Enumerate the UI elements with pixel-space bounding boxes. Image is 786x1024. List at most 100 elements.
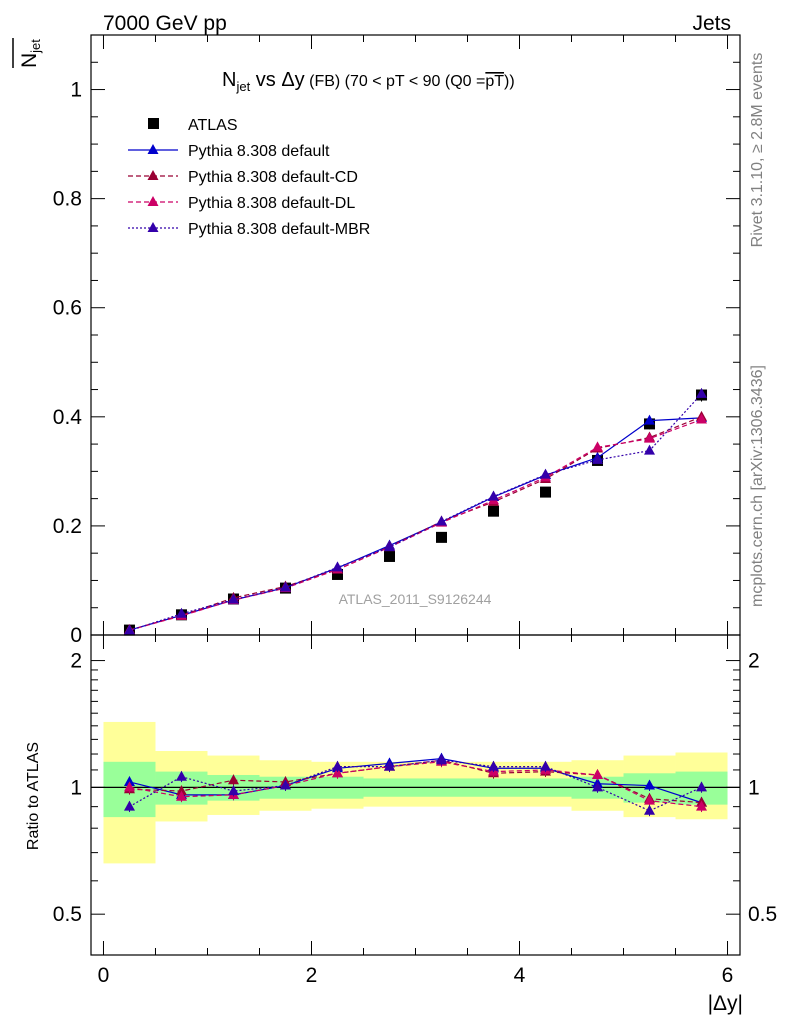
series-marker xyxy=(644,414,656,425)
ratio-marker xyxy=(592,768,604,779)
title-close: )) xyxy=(504,73,515,90)
main-ylabel: Njet xyxy=(12,38,43,68)
title-pt: pT xyxy=(485,73,504,90)
ratio-marker xyxy=(123,775,135,786)
series-line xyxy=(129,418,702,631)
data-point xyxy=(383,550,395,562)
ratio-marker xyxy=(331,767,343,778)
svg-text:Njet: Njet xyxy=(18,39,43,68)
ratio-y-tick-label: 0.5 xyxy=(53,903,82,926)
legend-entry: Pythia 8.308 default-CD xyxy=(128,169,358,186)
legend-marker xyxy=(147,222,159,232)
title-sub: jet xyxy=(235,79,250,94)
series-marker xyxy=(227,593,239,604)
series-marker xyxy=(540,468,552,479)
ratio-y-tick-label-right: 1 xyxy=(748,776,760,799)
data-point xyxy=(436,531,448,543)
ratio-marker xyxy=(436,754,448,765)
title-range: (70 < pT < 90 (Q0 = xyxy=(345,73,486,90)
series-marker xyxy=(279,581,291,592)
series-4 xyxy=(123,387,708,635)
ratio-marker xyxy=(488,760,500,771)
ratio-marker xyxy=(644,804,656,815)
data-point xyxy=(488,505,500,517)
ratio-y-tick-label-right: 0.5 xyxy=(748,903,777,926)
ratio-y-tick-label: 1 xyxy=(70,776,82,799)
header-energy: 7000 GeV pp xyxy=(103,12,227,35)
main-ylabel-n: N xyxy=(18,53,41,68)
ratio-marker xyxy=(123,800,135,811)
title-n: N xyxy=(222,69,236,91)
title-dy: Δy xyxy=(281,69,304,91)
legend-entry: Pythia 8.308 default-MBR xyxy=(128,221,370,238)
main-panel-series xyxy=(123,387,708,636)
mcplots-label: mcplots.cern.ch [arXiv:1306.3436] xyxy=(749,365,766,607)
ratio-marker xyxy=(123,781,135,792)
y-tick-label: 0 xyxy=(70,624,82,647)
ratio-frame xyxy=(90,634,741,956)
ratio-ylabel: Ratio to ATLAS xyxy=(25,742,42,850)
x-tick-label: 4 xyxy=(514,964,526,987)
main-ylabel-sub: jet xyxy=(28,39,43,54)
ratio-marker xyxy=(175,770,187,781)
y-tick-label: 1 xyxy=(70,79,82,102)
ratio-marker xyxy=(227,785,239,796)
axes-frames xyxy=(90,34,741,956)
ratio-line xyxy=(129,759,702,812)
ratio-uncertainty-bands xyxy=(91,721,740,864)
legend-marker xyxy=(147,170,159,180)
x-axis-label: |Δy| xyxy=(708,992,743,1015)
header-category: Jets xyxy=(692,12,731,35)
legend-marker xyxy=(148,118,159,129)
ratio-marker xyxy=(540,760,552,771)
title-fb: (FB) xyxy=(305,73,345,90)
ratio-marker xyxy=(175,785,187,796)
ratio-marker xyxy=(644,779,656,790)
ratio-marker xyxy=(696,781,708,792)
legend-marker xyxy=(147,196,159,206)
ratio-y-tick-label-right: 2 xyxy=(748,650,760,673)
y-tick-label: 0.2 xyxy=(53,515,82,538)
ratio-marker xyxy=(383,760,395,771)
series-marker xyxy=(644,444,656,455)
ratio-marker xyxy=(644,794,656,805)
series-marker xyxy=(592,441,604,452)
axes-ticks: 0 2 4 6 0 0.2 0.4 0.6 0.8 1 0.5 0.5 1 1 2 2 xyxy=(53,34,777,987)
series-line xyxy=(129,416,702,631)
analysis-watermark: ATLAS_2011_S9126244 xyxy=(339,591,492,607)
series-marker xyxy=(488,490,500,501)
legend-label: Pythia 8.308 default-DL xyxy=(188,195,355,212)
x-tick-label: 6 xyxy=(722,964,734,987)
series-marker xyxy=(644,432,656,443)
x-tick-label: 0 xyxy=(98,964,110,987)
legend-marker xyxy=(147,144,159,154)
ratio-marker xyxy=(175,790,187,801)
ratio-marker xyxy=(592,781,604,792)
series-marker xyxy=(123,624,135,635)
series-marker xyxy=(331,561,343,572)
data-point xyxy=(540,486,552,498)
legend-label: Pythia 8.308 default xyxy=(188,143,330,160)
legend-label: ATLAS xyxy=(188,117,238,134)
ratio-line xyxy=(129,761,702,808)
ratio-marker xyxy=(227,774,239,785)
title-vs: vs xyxy=(250,69,281,91)
ratio-series-4 xyxy=(123,754,708,817)
ratio-y-tick-label: 2 xyxy=(70,650,82,673)
legend-entry: Pythia 8.308 default-DL xyxy=(128,195,355,212)
legend-label: Pythia 8.308 default-CD xyxy=(188,169,358,186)
series-marker xyxy=(696,387,708,398)
y-tick-label: 0.8 xyxy=(53,188,82,211)
legend-label: Pythia 8.308 default-MBR xyxy=(188,221,370,238)
series-line xyxy=(129,393,702,632)
series-marker xyxy=(175,607,187,618)
ratio-marker xyxy=(331,760,343,771)
legend: ATLAS Pythia 8.308 default Pythia 8.308 de… xyxy=(128,117,370,238)
ratio-panel-series xyxy=(123,752,708,817)
series-marker xyxy=(383,541,395,552)
rivet-label: Rivet 3.1.10, ≥ 2.8M events xyxy=(749,53,766,248)
legend-entry: ATLAS xyxy=(148,117,238,134)
y-tick-label: 0.4 xyxy=(53,406,83,429)
data-point xyxy=(331,568,343,580)
